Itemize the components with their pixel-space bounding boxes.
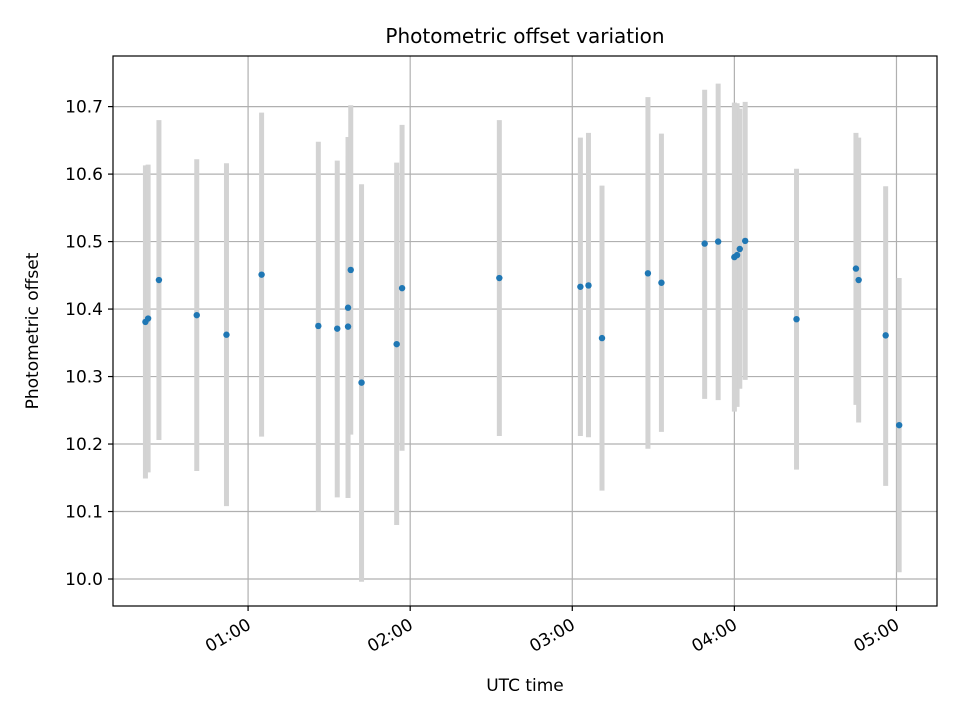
data-point: [658, 279, 665, 286]
y-axis-ticks: 10.0 10.1 10.2 10.3 10.4 10.5 10.6 10.7: [65, 98, 113, 590]
data-point: [852, 265, 860, 272]
data-points: [142, 237, 903, 429]
data-point: [193, 311, 200, 319]
data-point: [714, 238, 722, 245]
chart-title: Photometric offset variation: [385, 24, 664, 48]
data-point: [258, 271, 265, 278]
grid: [113, 56, 937, 606]
data-point: [344, 304, 352, 311]
data-point: [644, 270, 652, 277]
data-point: [344, 323, 352, 330]
plot-frame: [112, 55, 938, 607]
y-tick-label: 10.4: [65, 300, 103, 320]
data-point: [882, 332, 889, 339]
data-point: [223, 331, 230, 338]
x-axis-title: UTC time: [486, 676, 564, 696]
y-tick-label: 10.1: [65, 503, 103, 523]
data-point: [585, 282, 592, 289]
y-tick-label: 10.7: [65, 98, 103, 118]
data-point: [701, 240, 708, 247]
data-point: [736, 245, 743, 253]
y-tick-label: 10.0: [65, 570, 103, 590]
data-point: [895, 421, 903, 429]
data-point: [393, 340, 400, 348]
y-tick-label: 10.6: [65, 165, 103, 185]
data-point: [398, 284, 406, 292]
y-tick-label: 10.3: [65, 368, 103, 388]
y-tick-label: 10.5: [65, 233, 103, 253]
data-point: [155, 276, 163, 284]
data-point: [358, 379, 365, 386]
data-point: [347, 266, 354, 274]
data-point: [496, 274, 503, 282]
data-point: [577, 283, 584, 290]
y-axis-title: Photometric offset: [23, 252, 43, 409]
data-point: [598, 334, 606, 342]
data-point: [334, 325, 341, 332]
data-point: [315, 322, 322, 330]
data-point: [144, 315, 152, 322]
data-point: [733, 251, 741, 259]
data-point: [855, 276, 862, 284]
y-tick-label: 10.2: [65, 435, 103, 455]
data-point: [793, 315, 800, 323]
data-point: [741, 237, 749, 245]
